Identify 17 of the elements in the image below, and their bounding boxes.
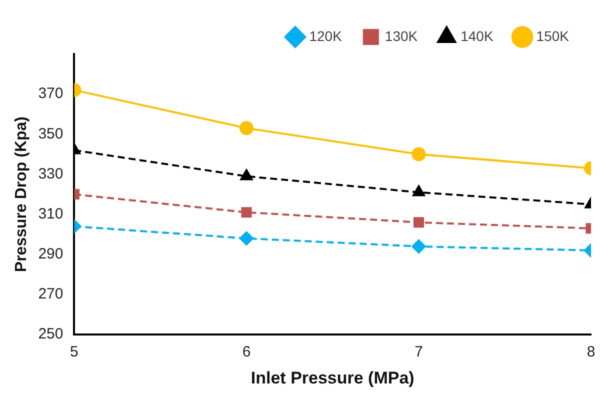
y-tick-label: 310: [38, 205, 64, 222]
y-tick-label: 370: [38, 85, 64, 102]
x-tick-label: 5: [70, 344, 78, 361]
y-tick-label: 330: [38, 165, 64, 182]
y-tick-label: 250: [38, 326, 64, 343]
legend-label: 130K: [384, 28, 418, 44]
x-axis-title: Inlet Pressure (MPa): [250, 368, 414, 388]
legend-label: 120K: [309, 28, 343, 44]
y-tick-label: 270: [38, 286, 64, 303]
legend-label: 150K: [536, 28, 570, 44]
legend-label: 140K: [460, 28, 494, 44]
y-tick-label: 350: [38, 125, 64, 142]
x-tick-label: 7: [414, 344, 423, 361]
y-tick-label: 290: [38, 246, 64, 263]
x-tick-label: 8: [586, 344, 596, 361]
x-tick-label: 6: [242, 344, 251, 361]
y-axis-title: Pressure Drop (Kpa): [13, 116, 30, 272]
